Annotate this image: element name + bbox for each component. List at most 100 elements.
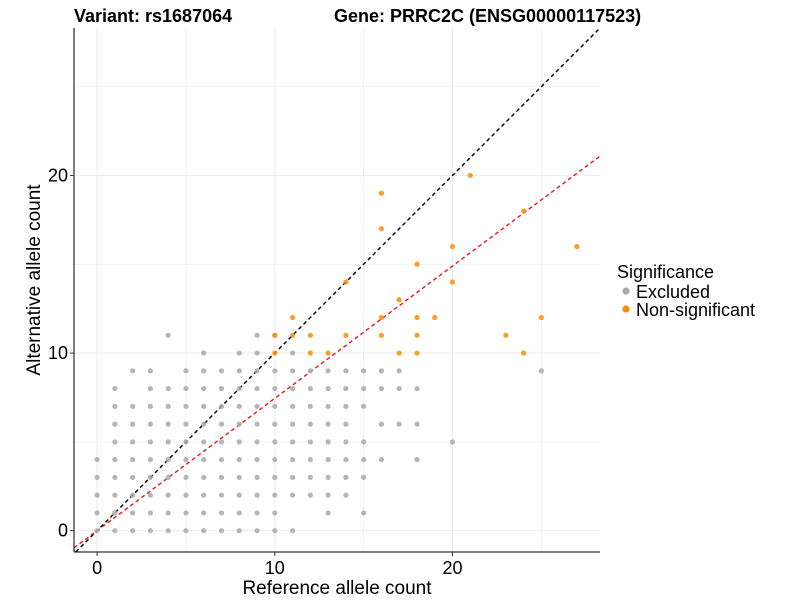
- data-point-excluded: [254, 439, 260, 445]
- data-point-excluded: [289, 474, 296, 480]
- data-point-non-significant: [272, 332, 278, 338]
- data-point-excluded: [307, 385, 313, 392]
- legend-title: Significance: [617, 262, 714, 282]
- data-point-non-significant: [272, 350, 278, 356]
- data-point-excluded: [254, 403, 260, 409]
- data-point-excluded: [325, 385, 331, 392]
- legend-label-non-significant: Non-significant: [636, 300, 755, 320]
- data-point-excluded: [201, 474, 207, 480]
- data-point-excluded: [361, 368, 367, 374]
- chart-title-variant: Variant: rs1687064: [74, 6, 232, 26]
- data-point-excluded: [130, 421, 136, 427]
- data-point-excluded: [183, 403, 189, 409]
- data-point-excluded: [236, 474, 242, 480]
- data-point-excluded: [343, 492, 349, 498]
- data-point-excluded: [272, 403, 278, 409]
- data-point-excluded: [254, 457, 260, 463]
- data-point-excluded: [201, 350, 207, 356]
- data-point-excluded: [325, 421, 331, 427]
- data-point-excluded: [272, 492, 278, 498]
- data-point-excluded: [343, 403, 349, 409]
- data-point-excluded: [254, 421, 260, 427]
- legend-key-non-significant: [622, 305, 630, 313]
- data-point-non-significant: [414, 261, 420, 267]
- data-point-non-significant: [289, 332, 296, 338]
- data-point-excluded: [112, 403, 118, 409]
- data-point-excluded: [201, 528, 207, 534]
- data-point-excluded: [236, 403, 242, 409]
- data-point-excluded: [325, 492, 331, 498]
- data-point-excluded: [183, 528, 189, 534]
- data-point-non-significant: [414, 314, 420, 321]
- data-point-excluded: [112, 510, 118, 516]
- data-point-excluded: [325, 510, 331, 516]
- data-point-excluded: [165, 510, 171, 516]
- data-point-non-significant: [343, 279, 349, 285]
- data-point-excluded: [130, 403, 136, 409]
- y-axis-label: Alternative allele count: [24, 184, 45, 376]
- data-point-excluded: [236, 439, 242, 445]
- data-point-non-significant: [432, 314, 438, 321]
- data-point-excluded: [396, 421, 402, 427]
- x-axis-label: Reference allele count: [242, 578, 432, 599]
- data-point-excluded: [147, 528, 154, 534]
- data-point-excluded: [307, 368, 313, 374]
- data-point-excluded: [218, 368, 225, 374]
- data-point-non-significant: [520, 208, 527, 214]
- fit-reference-line: [73, 155, 601, 549]
- y-tick-label: 10: [48, 343, 68, 363]
- data-point-excluded: [201, 510, 207, 516]
- data-point-excluded: [165, 457, 171, 463]
- data-point-excluded: [289, 492, 296, 498]
- x-tick-label: 20: [442, 558, 462, 578]
- data-point-excluded: [183, 385, 189, 392]
- data-point-excluded: [325, 403, 331, 409]
- data-point-excluded: [343, 368, 349, 374]
- data-point-excluded: [147, 492, 154, 498]
- data-point-excluded: [201, 403, 207, 409]
- data-point-excluded: [378, 421, 385, 427]
- data-point-excluded: [254, 474, 260, 480]
- data-point-excluded: [94, 474, 100, 480]
- legend-key-excluded: [622, 287, 630, 295]
- data-point-excluded: [183, 457, 189, 463]
- data-point-excluded: [272, 385, 278, 392]
- data-point-non-significant: [467, 172, 473, 179]
- data-point-excluded: [165, 332, 171, 338]
- data-point-non-significant: [520, 350, 527, 356]
- data-point-non-significant: [325, 350, 331, 356]
- data-point-excluded: [343, 385, 349, 392]
- data-point-non-significant: [503, 332, 509, 338]
- data-point-excluded: [218, 385, 225, 392]
- data-point-excluded: [272, 439, 278, 445]
- data-point-excluded: [272, 368, 278, 374]
- data-point-excluded: [307, 421, 313, 427]
- data-point-non-significant: [307, 332, 313, 338]
- data-point-excluded: [201, 385, 207, 392]
- y-tick-label: 20: [48, 165, 68, 185]
- data-point-excluded: [112, 528, 118, 534]
- data-point-excluded: [289, 421, 296, 427]
- data-point-excluded: [112, 474, 118, 480]
- data-point-excluded: [343, 474, 349, 480]
- data-point-non-significant: [378, 314, 385, 321]
- data-point-excluded: [361, 403, 367, 409]
- data-point-excluded: [325, 368, 331, 374]
- data-point-non-significant: [378, 226, 385, 232]
- axes: [73, 28, 600, 553]
- data-point-excluded: [361, 385, 367, 392]
- data-point-excluded: [165, 421, 171, 427]
- data-point-excluded: [94, 510, 100, 516]
- data-point-excluded: [183, 439, 189, 445]
- data-point-excluded: [201, 368, 207, 374]
- data-point-excluded: [130, 368, 136, 374]
- data-point-excluded: [236, 492, 242, 498]
- data-point-non-significant: [378, 190, 385, 196]
- data-point-excluded: [254, 510, 260, 516]
- data-point-excluded: [396, 385, 402, 392]
- data-point-excluded: [307, 403, 313, 409]
- data-point-excluded: [201, 457, 207, 463]
- data-point-excluded: [378, 368, 385, 374]
- data-point-excluded: [183, 421, 189, 427]
